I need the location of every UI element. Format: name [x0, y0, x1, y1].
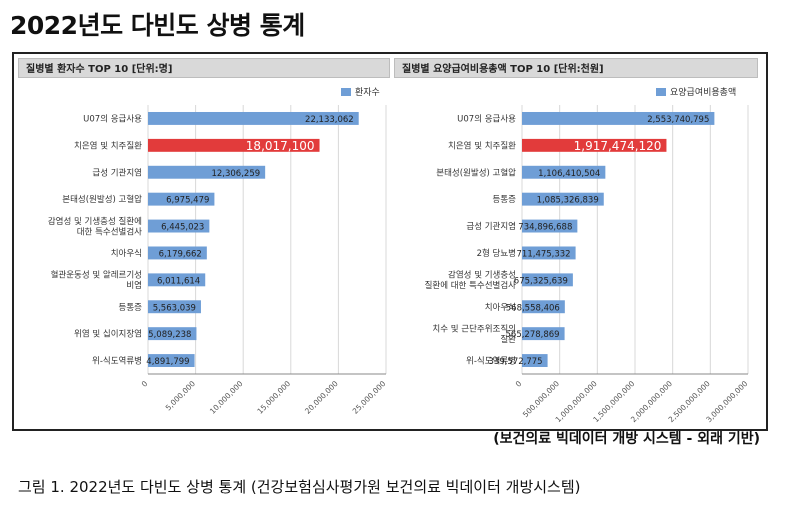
bar [522, 138, 667, 152]
bar [522, 273, 573, 287]
bar [148, 219, 210, 233]
value-label: 6,179,662 [159, 249, 202, 259]
value-label: 6,975,479 [166, 196, 209, 206]
value-label: 5,563,039 [153, 303, 196, 313]
category-label: 감염성 및 기생충성 질환에 대한 특수선별검사 [425, 270, 517, 292]
bar [148, 246, 207, 260]
category-label: 치아우식 [111, 248, 142, 259]
category-label: 치수 및 근단주위조직의 질환 [432, 323, 516, 345]
legend-label: 요양급여비용총액 [670, 86, 736, 98]
bar [148, 327, 197, 341]
category-label: 본태성(원발성) 고혈압 [62, 194, 142, 205]
right-chart-title: 질병별 요양급여비용총액 TOP 10 [단위:천원] [402, 64, 604, 75]
figure-caption: 그림 1. 2022년도 다빈도 상병 통계 (건강보험심사평가원 보건의료 빅… [18, 478, 581, 496]
value-label: 675,325,639 [514, 276, 568, 286]
category-label: 급성 기관지염 [466, 221, 516, 232]
x-tick-label: 0 [514, 379, 524, 389]
value-label: 6,011,614 [157, 276, 200, 286]
x-tick-label: 500,000,000 [521, 379, 561, 419]
value-label: 4,891,799 [146, 357, 189, 367]
category-label: U07의 응급사용 [457, 113, 516, 124]
value-label: 12,306,259 [211, 169, 260, 179]
category-label: 치은염 및 치주질환 [74, 140, 142, 151]
category-label: 치아우식 [485, 302, 516, 313]
value-label: 5,089,238 [148, 330, 191, 340]
left-bar-chart: 환자수 U07의 응급사용 22,133,062 치은염 및 치주질환 18,017,1… [48, 86, 388, 416]
bar [522, 219, 578, 233]
left-chart-title: 질병별 환자수 TOP 10 [단위:명] [26, 64, 173, 75]
bar [522, 300, 565, 314]
bar [148, 138, 320, 152]
category-label: 등통증 [493, 195, 517, 205]
x-tick-label: 5,000,000 [164, 379, 198, 413]
bar [522, 354, 548, 368]
value-label: 339,572,775 [489, 357, 543, 367]
category-label: U07의 응급사용 [83, 113, 142, 124]
x-tick-label: 25,000,000 [351, 379, 388, 416]
legend-swatch [656, 88, 666, 96]
value-label: 22,133,062 [305, 115, 354, 125]
page-title: 2022년도 다빈도 상병 통계 [10, 11, 305, 40]
value-label: 2,553,740,795 [647, 115, 709, 125]
right-bar-chart: 요양급여비용총액 U07의 응급사용 2,553,740,795 치은염 및 치주질환… [425, 86, 750, 423]
value-label: 1,917,474,120 [574, 139, 662, 153]
bar [148, 111, 359, 125]
bar [148, 165, 266, 179]
bar [148, 354, 195, 368]
value-label: 18,017,100 [246, 139, 315, 153]
bar [522, 192, 604, 206]
bar [522, 246, 576, 260]
bar [148, 300, 201, 314]
bar [522, 327, 565, 341]
right-panel-title-bar [394, 58, 758, 78]
x-tick-label: 20,000,000 [303, 379, 340, 416]
legend-swatch [341, 88, 351, 96]
bar [522, 111, 715, 125]
value-label: 6,445,023 [161, 223, 204, 233]
left-panel-title-bar [18, 58, 390, 78]
category-label: 감염성 및 기생충성 질환에 대한 특수선별검사 [48, 216, 142, 238]
bar [148, 192, 215, 206]
bar [148, 273, 206, 287]
value-label: 711,475,332 [517, 249, 571, 259]
category-label: 급성 기관지염 [92, 167, 142, 178]
source-note: (보건의료 빅데이터 개방 시스템 - 외래 기반) [493, 431, 760, 447]
bar [522, 165, 606, 179]
value-label: 565,278,869 [506, 330, 560, 340]
category-label: 혈관운동성 및 알레르기성 비염 [51, 270, 142, 292]
category-label: 치은염 및 치주질환 [448, 140, 516, 151]
category-label: 본태성(원발성) 고혈압 [436, 167, 516, 178]
x-tick-label: 15,000,000 [255, 379, 292, 416]
category-label: 위-식도역류병 [466, 356, 516, 367]
x-tick-label: 0 [140, 379, 150, 389]
value-label: 1,106,410,504 [538, 169, 600, 179]
legend-label: 환자수 [355, 86, 380, 98]
x-tick-label: 10,000,000 [208, 379, 245, 416]
category-label: 등통증 [119, 303, 143, 313]
category-label: 위-식도역류병 [92, 356, 142, 367]
value-label: 1,085,326,839 [537, 196, 599, 206]
category-label: 2형 당뇨병 [477, 248, 516, 259]
value-label: 568,558,406 [506, 303, 560, 313]
category-label: 위염 및 십이지장염 [74, 329, 142, 340]
value-label: 734,896,688 [518, 223, 572, 233]
